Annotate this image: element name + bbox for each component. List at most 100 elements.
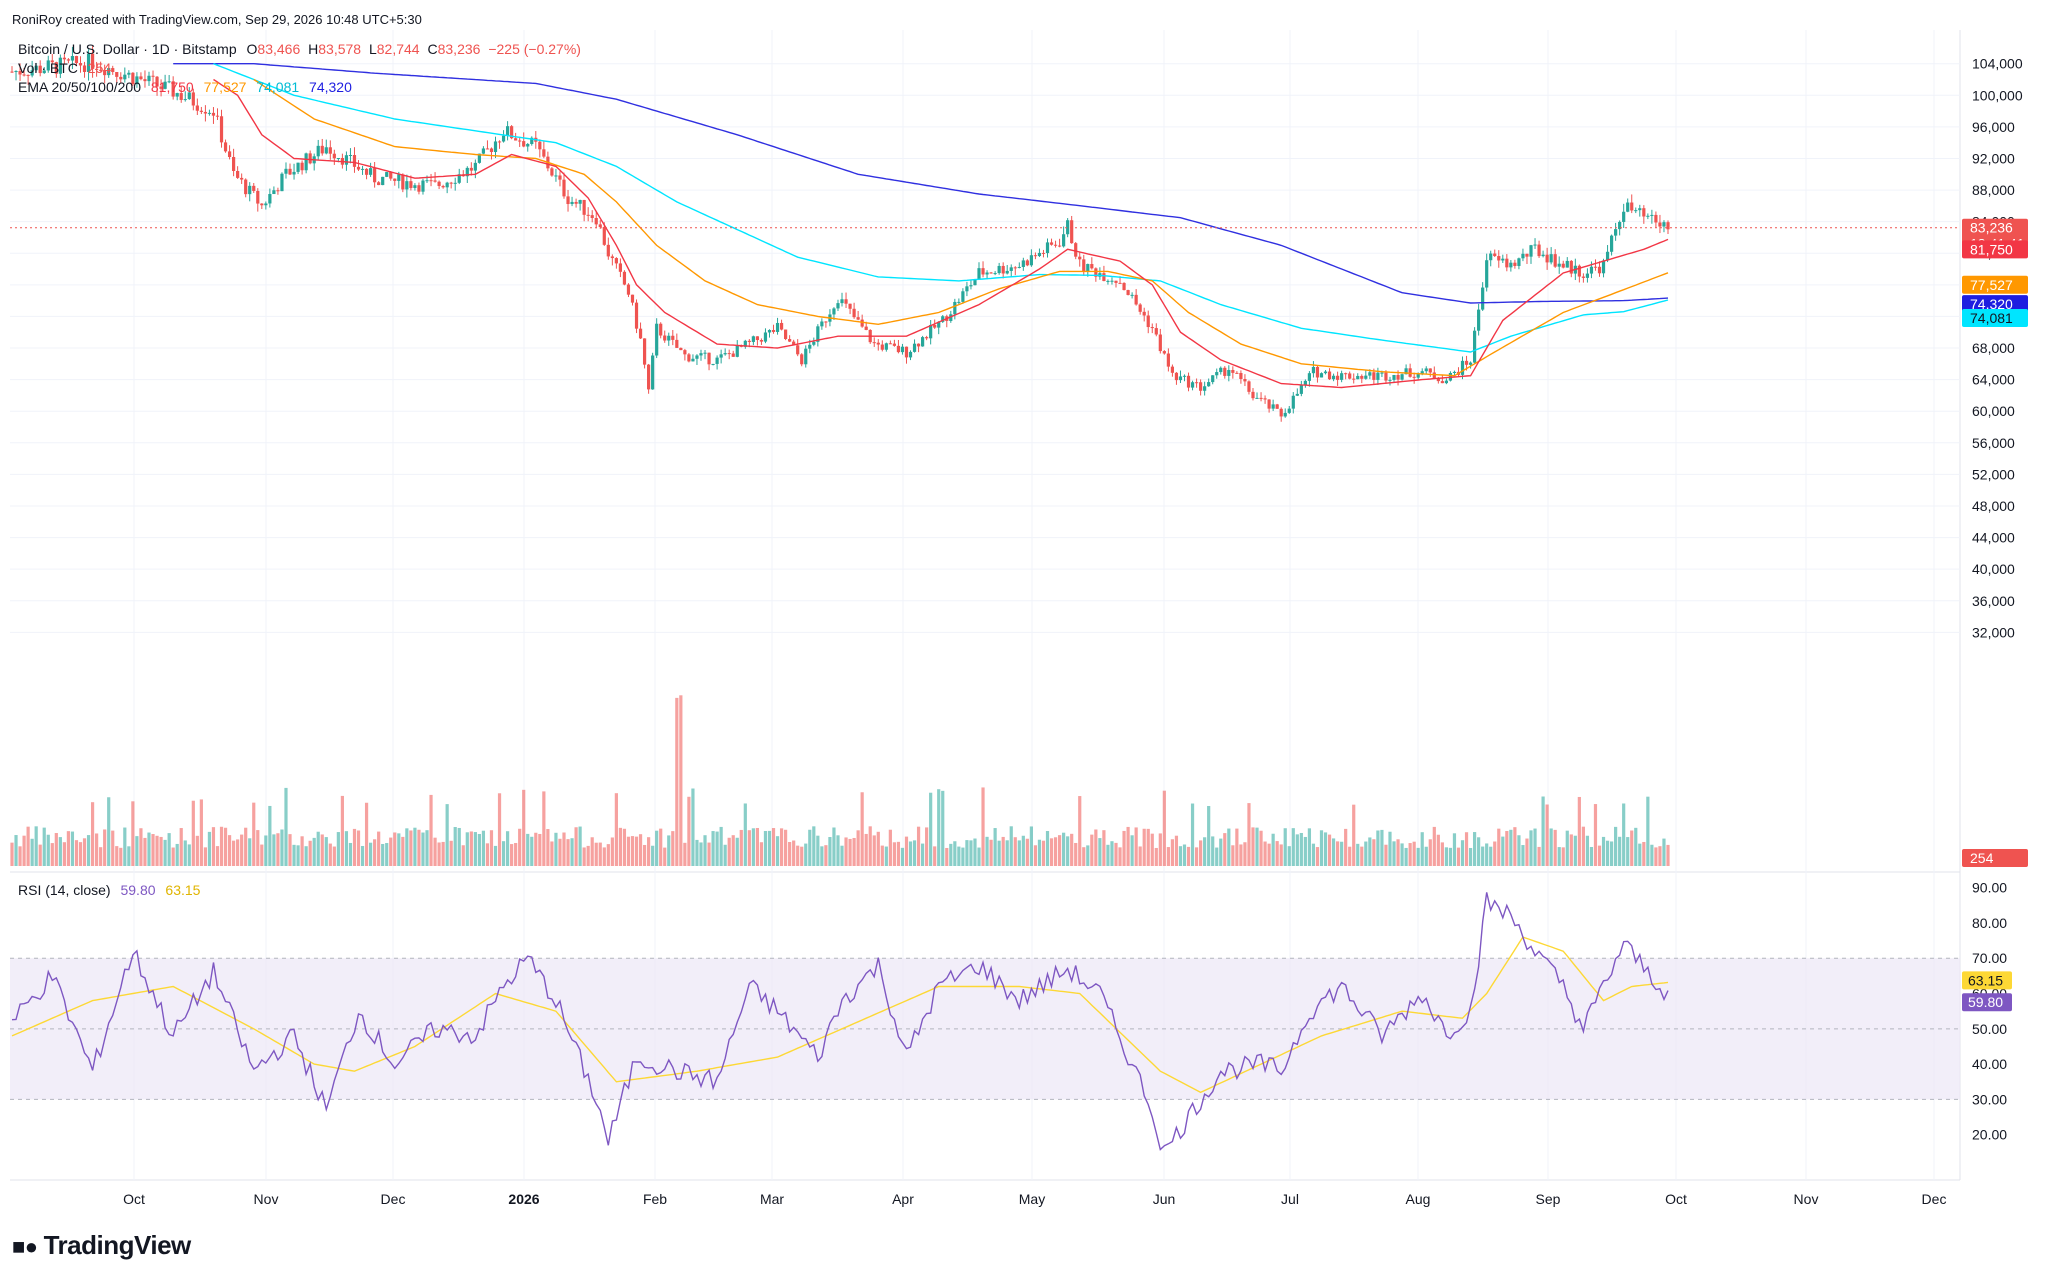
candle <box>538 139 542 158</box>
candle-body <box>54 62 58 74</box>
candle-body <box>1638 208 1642 211</box>
volume-bar <box>425 830 429 866</box>
volume-bar <box>1549 828 1553 866</box>
candle <box>578 199 582 211</box>
volume-bar <box>1601 836 1606 866</box>
candle-body <box>1360 375 1364 379</box>
candle <box>590 210 594 223</box>
ema100-value: 74,081 <box>256 79 300 95</box>
candle <box>953 298 957 320</box>
candle <box>300 160 304 175</box>
candle <box>381 176 385 186</box>
candle-body <box>1114 280 1118 283</box>
ema-legend[interactable]: EMA 20/50/100/200 81,750 77,527 74,081 7… <box>18 79 352 95</box>
volume-bar <box>1049 838 1054 866</box>
volume-bar <box>900 847 905 866</box>
candle <box>723 348 727 356</box>
volume-bar <box>1356 843 1360 866</box>
candle <box>111 65 115 75</box>
candle <box>147 71 151 86</box>
candle-body <box>240 177 244 180</box>
volume-bar <box>364 802 369 866</box>
volume-bar <box>1614 826 1618 866</box>
candle <box>256 188 260 212</box>
symbol-legend[interactable]: Bitcoin / U.S. Dollar · 1D · Bitstamp O8… <box>18 41 581 57</box>
candle-body <box>1622 211 1626 222</box>
candle <box>1150 323 1154 334</box>
candle-body <box>1021 260 1025 267</box>
candle-body <box>655 323 659 356</box>
candle <box>1537 240 1541 258</box>
volume-bar <box>223 827 228 866</box>
candle-body <box>175 93 179 97</box>
candle <box>1331 373 1336 382</box>
candle-body <box>211 112 216 116</box>
volume-bar <box>1364 841 1368 866</box>
ohlc-low-label: L <box>368 41 377 57</box>
candle-body <box>1106 280 1110 282</box>
volume-bar <box>763 830 768 866</box>
candle-body <box>1468 362 1473 365</box>
candle <box>518 136 522 147</box>
candle-body <box>1368 372 1372 376</box>
rsi-legend[interactable]: RSI (14, close) 59.80 63.15 <box>18 882 200 898</box>
volume-legend[interactable]: Vol · BTC 254 <box>18 60 111 76</box>
candle-body <box>973 279 977 286</box>
candle <box>1287 405 1291 414</box>
candle-body <box>46 60 50 71</box>
candle <box>1622 203 1626 228</box>
volume-bar <box>788 842 792 866</box>
candle-body <box>1013 267 1017 269</box>
candle <box>1259 392 1263 402</box>
volume-bar <box>1609 841 1614 866</box>
volume-bar <box>1029 826 1033 866</box>
candle-body <box>1597 266 1602 274</box>
candle <box>941 315 945 324</box>
candle <box>667 332 671 346</box>
candle <box>1581 273 1585 283</box>
candle-body <box>908 351 913 358</box>
candle-body <box>1295 393 1299 396</box>
candle <box>38 60 42 77</box>
volume-bar <box>320 834 324 866</box>
candle-body <box>1283 412 1287 417</box>
candle <box>896 339 901 354</box>
candle <box>1545 247 1549 270</box>
volume-bar <box>46 834 50 866</box>
candle-body <box>103 69 107 76</box>
candle-body <box>1275 404 1279 409</box>
volume-bar <box>1299 832 1303 866</box>
candle <box>497 140 502 149</box>
candle-body <box>1513 262 1517 266</box>
tradingview-logo[interactable]: ■● TradingView <box>12 1230 191 1260</box>
candle-body <box>667 335 671 341</box>
candle-body <box>397 174 401 181</box>
candle <box>1509 260 1513 272</box>
rsi-tick-label: 20.00 <box>1972 1127 2007 1143</box>
volume-bar <box>969 840 973 866</box>
candle-body <box>824 321 828 323</box>
candle-body <box>594 217 598 225</box>
volume-bar <box>421 832 425 866</box>
volume-bar <box>558 838 562 866</box>
candle <box>1090 257 1094 270</box>
candle-body <box>429 180 433 182</box>
volume-bar <box>389 837 393 866</box>
candle <box>332 149 336 165</box>
candle <box>634 299 639 334</box>
candle <box>292 163 296 180</box>
candle-body <box>1323 371 1328 374</box>
candle <box>530 136 534 146</box>
candle-body <box>284 168 288 174</box>
volume-bar <box>1271 833 1275 866</box>
candle <box>1186 372 1191 392</box>
candle <box>779 319 784 331</box>
volume-bar <box>1102 830 1106 866</box>
volume-bar <box>1231 845 1235 866</box>
candle-body <box>1376 372 1380 380</box>
candle <box>892 339 896 347</box>
candle <box>1182 374 1187 382</box>
candle-body <box>1327 371 1332 380</box>
candle-body <box>38 65 42 74</box>
